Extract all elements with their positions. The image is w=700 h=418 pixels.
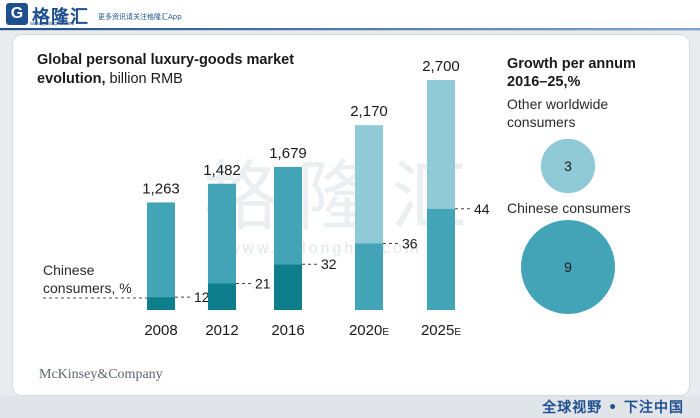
bar-chinese-2012: [208, 283, 236, 310]
bubble-value-other: 3: [564, 158, 572, 174]
bubble-label-chinese-line-1: Chinese consumers: [507, 200, 631, 216]
footer-slogan: 全球视野 • 下注中国: [542, 400, 684, 416]
growth-title-line-1: Growth per annum: [507, 56, 636, 72]
series-label-line-2: consumers, %: [43, 280, 132, 296]
chart-title-unit: billion RMB: [105, 71, 183, 87]
bar-chinese-2025: [427, 208, 455, 310]
bubble-label-chinese: Chinese consumers: [507, 199, 682, 217]
header-bar: G 格隆汇 www.gelonghui.com 更多资讯请关注格隆汇App: [0, 0, 700, 31]
footer-bar: 全球视野 • 下注中国: [0, 396, 700, 418]
header-slogan: 更多资讯请关注格隆汇App: [98, 13, 182, 21]
category-suffix-2020: E: [382, 327, 389, 338]
bubble-label-other-line-1: Other worldwide: [507, 96, 609, 112]
growth-title-line-2: 2016–25,%: [507, 74, 581, 90]
bar-chinese-2016: [274, 264, 302, 310]
logo-mark: G: [6, 3, 28, 25]
total-label-2012: 1,482: [203, 162, 241, 179]
total-label-2025: 2,700: [422, 58, 460, 75]
share-label-2025: 44: [474, 201, 490, 217]
bubble-other: [540, 138, 596, 194]
bubble-label-other-line-2: consumers: [507, 114, 576, 130]
bar-other-2008: [147, 202, 175, 298]
share-label-2012: 21: [255, 275, 271, 291]
bar-other-2025: [427, 80, 455, 209]
brand-logo: McKinsey&Company: [39, 367, 163, 382]
chart-svg: Chinese consumers, % 1,263 12 2008 1,482 21 201…: [43, 58, 615, 339]
share-label-2008: 12: [194, 289, 210, 305]
chart-card: Global personal luxury-goods market evol…: [12, 34, 690, 396]
bubble-label-other: Other worldwide consumers: [507, 95, 682, 131]
bubble-value-chinese: 9: [564, 259, 572, 275]
category-label-2008: 2008: [144, 322, 177, 339]
share-label-2020: 36: [402, 235, 418, 251]
share-label-2016: 32: [321, 256, 337, 272]
header-rule: [0, 28, 700, 30]
bubble-chinese: [521, 220, 615, 314]
total-label-2016: 1,679: [269, 145, 307, 162]
category-suffix-2025: E: [454, 327, 461, 338]
category-label-2020: 2020E: [349, 322, 389, 339]
bar-other-2016: [274, 166, 302, 265]
bar-chinese-2008: [147, 297, 175, 310]
chart-title: Global personal luxury-goods market evol…: [37, 51, 337, 89]
logo-text: 格隆汇: [32, 7, 89, 28]
chart-title-bold: Global personal luxury-goods market evol…: [37, 52, 295, 87]
category-label-2025: 2025E: [421, 322, 461, 339]
series-label-line-1: Chinese: [43, 262, 95, 278]
total-label-2020: 2,170: [350, 103, 388, 120]
logo-url: www.gelonghui.com: [30, 21, 75, 27]
category-label-2016: 2016: [271, 322, 304, 339]
bar-chinese-2020: [355, 243, 383, 310]
total-label-2008: 1,263: [142, 180, 180, 197]
category-label-2012: 2012: [205, 322, 238, 339]
bar-other-2012: [208, 183, 236, 284]
bar-other-2020: [355, 125, 383, 244]
growth-title: Growth per annum 2016–25,%: [507, 55, 677, 91]
